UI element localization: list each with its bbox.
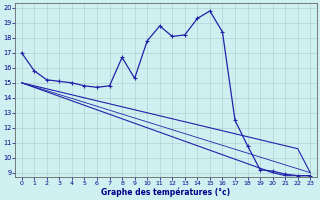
- X-axis label: Graphe des températures (°c): Graphe des températures (°c): [101, 187, 230, 197]
